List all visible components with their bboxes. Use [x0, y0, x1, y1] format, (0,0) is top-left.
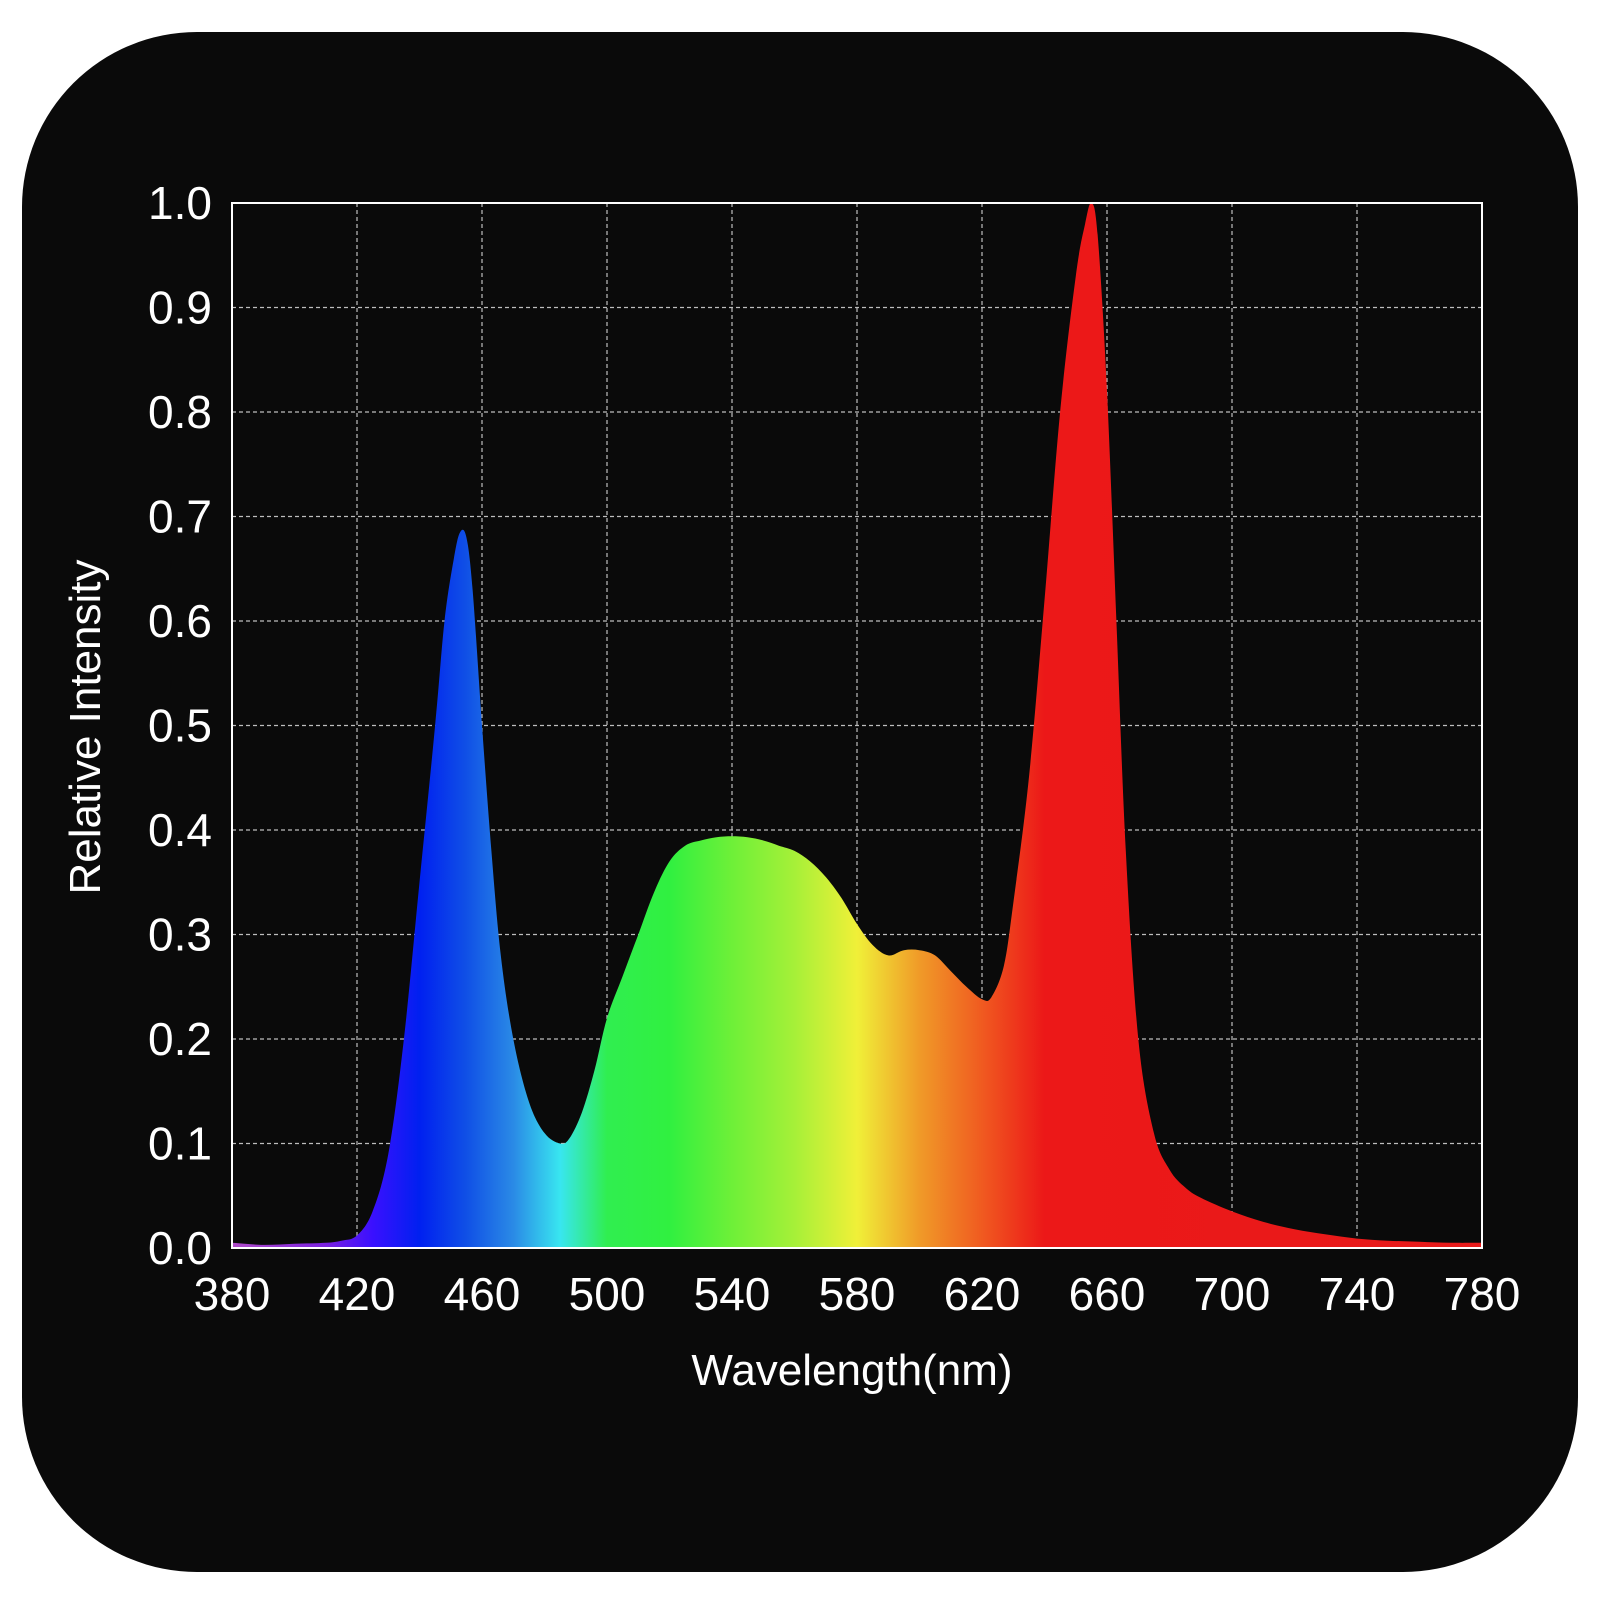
- spectrum-area: [232, 202, 1482, 1248]
- x-tick-label: 700: [1194, 1268, 1271, 1320]
- x-tick-label: 420: [319, 1268, 396, 1320]
- y-tick-label: 0.0: [148, 1222, 212, 1274]
- y-axis-title: Relative Intensity: [61, 559, 110, 894]
- x-tick-label: 740: [1319, 1268, 1396, 1320]
- x-tick-label: 540: [694, 1268, 771, 1320]
- x-tick-label: 660: [1069, 1268, 1146, 1320]
- x-tick-label: 380: [194, 1268, 271, 1320]
- y-tick-labels: 0.0 0.1 0.2 0.3 0.4 0.5 0.6 0.7 0.8 0.9 1.0: [148, 177, 212, 1274]
- y-tick-label: 0.6: [148, 595, 212, 647]
- x-tick-label: 780: [1444, 1268, 1521, 1320]
- x-tick-label: 500: [569, 1268, 646, 1320]
- y-tick-label: 0.9: [148, 282, 212, 334]
- y-tick-label: 0.4: [148, 804, 212, 856]
- y-tick-label: 0.2: [148, 1013, 212, 1065]
- y-tick-label: 0.1: [148, 1118, 212, 1170]
- plot-frame: [231, 202, 1483, 1249]
- y-tick-label: 0.5: [148, 700, 212, 752]
- x-axis-title: Wavelength(nm): [691, 1346, 1012, 1395]
- x-tick-label: 620: [944, 1268, 1021, 1320]
- x-tick-label: 580: [819, 1268, 896, 1320]
- y-tick-label: 0.7: [148, 491, 212, 543]
- y-tick-label: 0.3: [148, 909, 212, 961]
- chart-card: [22, 32, 1578, 1572]
- y-tick-label: 1.0: [148, 177, 212, 229]
- x-tick-labels: 380 420 460 500 540 580 620 660 700 740 780: [194, 1268, 1521, 1320]
- x-tick-label: 460: [444, 1268, 521, 1320]
- y-tick-label: 0.8: [148, 386, 212, 438]
